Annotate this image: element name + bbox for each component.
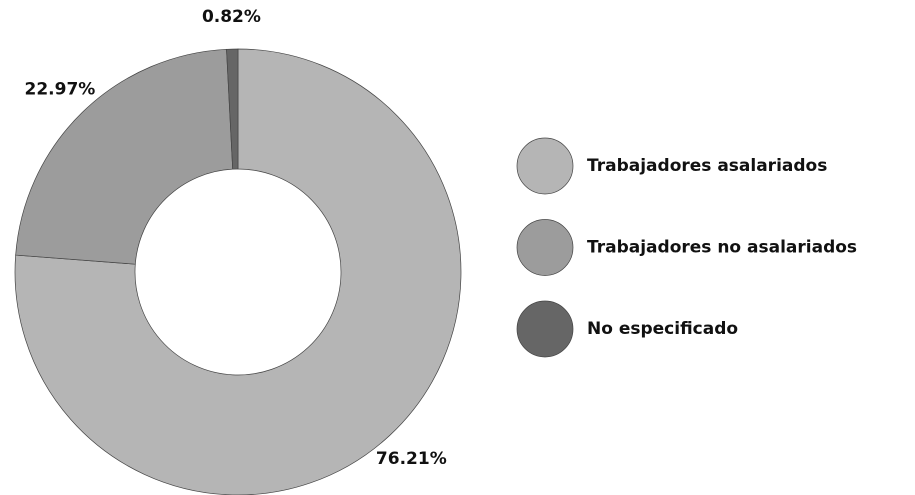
donut-slice <box>226 48 239 170</box>
donut-slice <box>15 48 234 265</box>
legend-label: Trabajadores no asalariados <box>587 238 857 258</box>
value-label: 22.97% <box>25 79 96 99</box>
donut-slice <box>14 48 462 495</box>
legend-label: No especificado <box>587 319 738 339</box>
legend-swatch <box>516 219 574 276</box>
legend-swatch <box>516 300 574 358</box>
legend-label: Trabajadores asalariados <box>587 156 827 176</box>
value-label: 0.82% <box>202 7 261 27</box>
legend-swatch <box>516 137 574 195</box>
value-label: 76.21% <box>376 449 447 469</box>
